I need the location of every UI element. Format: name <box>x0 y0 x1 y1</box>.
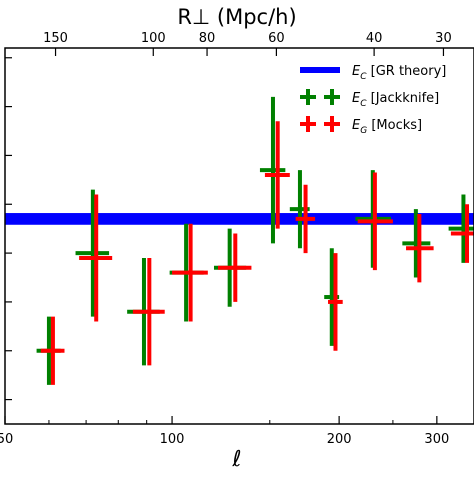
errorbar-jackknife-5 <box>259 96 286 244</box>
legend-label-0: EC [GR theory] <box>352 64 446 82</box>
errorbar-mocks-3 <box>172 223 208 322</box>
errorbar-mocks-10 <box>450 204 474 263</box>
theory-band <box>5 213 474 225</box>
errorbar-mocks-0 <box>40 316 65 385</box>
legend-item-2: EG [Mocks] <box>300 116 422 136</box>
top-tick-label-1: 100 <box>141 31 166 46</box>
plot-data-layer <box>5 96 474 385</box>
top-tick-label-2: 80 <box>199 31 216 46</box>
x-tick-label-0: 50 <box>0 432 13 447</box>
errorbar-mocks-7 <box>328 253 343 351</box>
legend-item-0: EC [GR theory] <box>300 64 446 82</box>
errorbar-mocks-1 <box>79 194 113 322</box>
top-tick-label-5: 30 <box>435 31 452 46</box>
legend-label-1: EC [Jackknife] <box>352 91 439 109</box>
plot-frame <box>4 47 474 425</box>
errorbar-mocks-6 <box>295 184 316 254</box>
errorbar-mocks-8 <box>357 172 393 271</box>
errorbar-mocks-5 <box>264 121 290 229</box>
x-axis-label: ℓ <box>231 447 241 472</box>
errorbar-jackknife-1 <box>75 189 110 317</box>
top-tick-label-4: 40 <box>366 31 383 46</box>
x-tick-label-3: 300 <box>424 432 449 447</box>
legend-label-2: EG [Mocks] <box>352 118 422 136</box>
legend-item-1: EC [Jackknife] <box>300 89 439 109</box>
errorbar-mocks-9 <box>406 214 434 283</box>
x-tick-label-1: 100 <box>160 432 185 447</box>
top-tick-label-0: 150 <box>43 31 68 46</box>
x-tick-label-2: 200 <box>327 432 352 447</box>
errorbar-jackknife-10 <box>448 194 474 263</box>
legend: EC [GR theory] EC [Jackknife] EG [Mocks] <box>300 64 446 136</box>
errorbar-mocks-2 <box>132 257 165 366</box>
top-axis-label: R⊥ (Mpc/h) <box>177 5 296 29</box>
axes-layer: 50 100 200 300 150 100 80 60 40 30 <box>0 31 452 447</box>
errorbar-mocks-4 <box>218 233 252 302</box>
errorbar-jackknife-9 <box>402 209 431 278</box>
top-tick-label-3: 60 <box>268 31 285 46</box>
